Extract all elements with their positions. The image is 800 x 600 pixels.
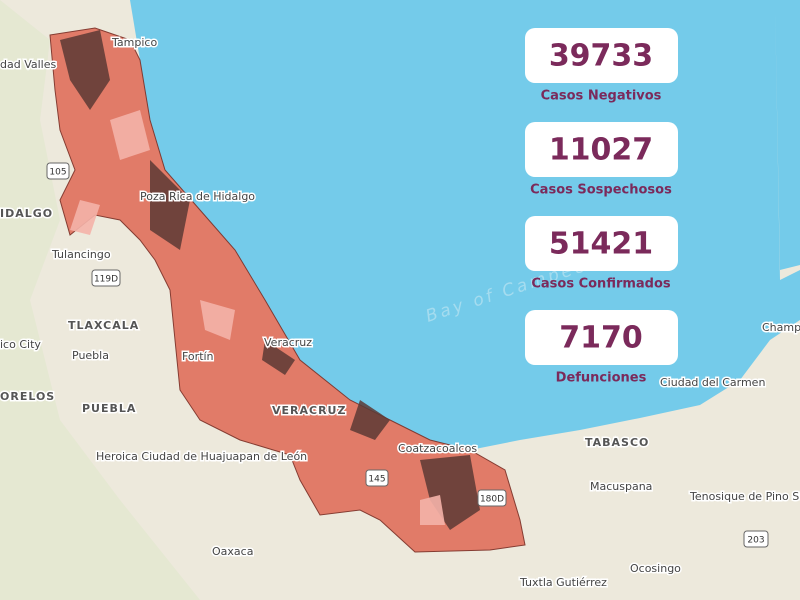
- city-label: ico City: [0, 338, 41, 351]
- high-case-area: [60, 30, 480, 530]
- shield: [365, 469, 389, 487]
- shield: [91, 269, 121, 287]
- shield: [46, 162, 70, 180]
- stat-value: 39733: [549, 39, 653, 74]
- state-label: TABASCO: [585, 436, 649, 449]
- terrain: [0, 0, 200, 600]
- city-label: Tulancingo: [51, 248, 111, 261]
- state-label: PUEBLA: [82, 402, 136, 415]
- shield-label: 105: [49, 168, 66, 178]
- shield-label: 119D: [94, 275, 118, 285]
- city-label: Tuxtla Gutiérrez: [519, 576, 607, 589]
- city-label: Coatzacoalcos: [398, 442, 477, 455]
- city-label: Champ: [762, 321, 800, 334]
- state-label: VERACRUZ: [272, 404, 346, 417]
- route-shields: 105 119D 145 180D 203: [46, 162, 769, 548]
- city-label: Ocosingo: [630, 562, 681, 575]
- city-label: Veracruz: [264, 336, 312, 349]
- shield: [477, 489, 507, 507]
- stat-card: [525, 28, 678, 83]
- city-label: Tampico: [111, 36, 157, 49]
- stat-label: Defunciones: [556, 371, 647, 386]
- shield: [743, 530, 769, 548]
- city-label: Ciudad del Carmen: [660, 376, 765, 389]
- stat-cards: 39733 Casos Negativos 11027 Casos Sospechos…: [525, 28, 678, 386]
- stat-label: Casos Confirmados: [531, 277, 671, 292]
- state-label: TLAXCALA: [68, 319, 139, 332]
- city-label: Fortín: [182, 350, 214, 363]
- city-label: Heroica Ciudad de Huajuapan de León: [96, 450, 307, 463]
- stat-label: Casos Negativos: [541, 89, 662, 104]
- stat-value: 11027: [549, 133, 653, 168]
- city-label: Macuspana: [590, 480, 652, 493]
- stat-card: [525, 122, 678, 177]
- city-label: Tenosique de Pino Suárez: [689, 490, 800, 503]
- state-label: IDALGO: [0, 207, 53, 220]
- stat-card: [525, 310, 678, 365]
- shield-label: 203: [747, 536, 764, 546]
- city-label: Poza Rica de Hidalgo: [140, 190, 255, 203]
- city-label: Oaxaca: [212, 545, 253, 558]
- stat-label: Casos Sospechosos: [530, 183, 672, 198]
- state-label: ORELOS: [0, 390, 55, 403]
- city-label: Puebla: [72, 349, 109, 362]
- shield-label: 180D: [480, 495, 504, 505]
- stat-card: [525, 216, 678, 271]
- city-label: dad Valles: [0, 58, 56, 71]
- shield-label: 145: [368, 475, 385, 485]
- stat-value: 7170: [559, 321, 643, 356]
- stat-value: 51421: [549, 227, 653, 262]
